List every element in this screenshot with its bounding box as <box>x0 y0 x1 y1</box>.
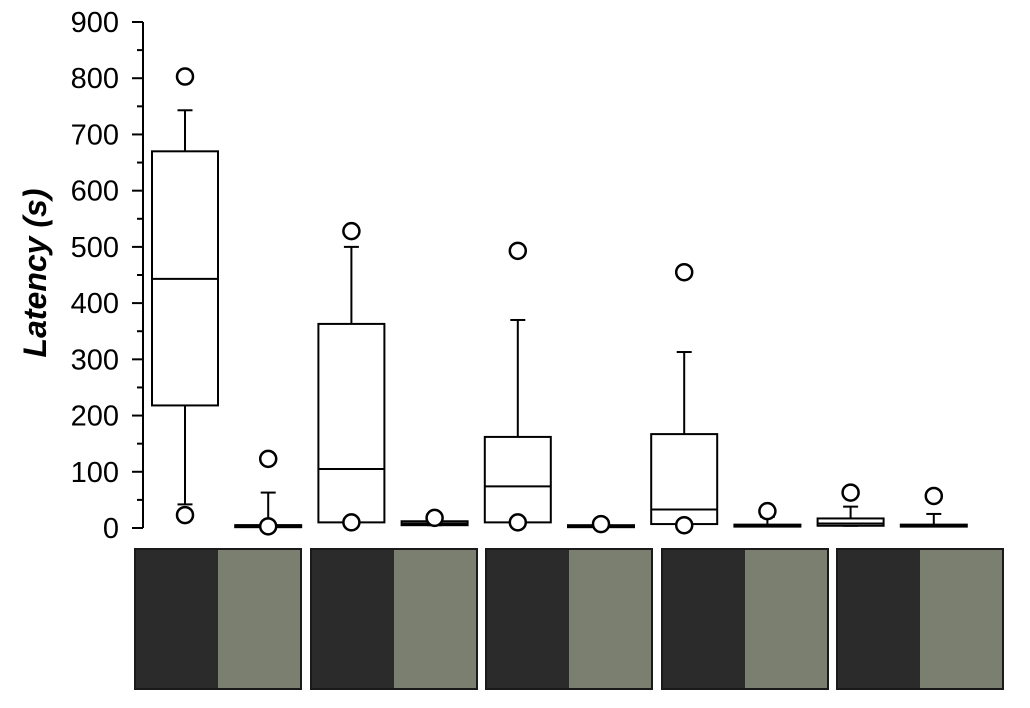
y-tick-label: 900 <box>71 7 119 39</box>
box-group <box>317 221 386 532</box>
outlier-point <box>342 513 361 532</box>
outlier-point <box>342 221 361 241</box>
box-group <box>816 483 885 527</box>
outlier-point <box>841 483 860 502</box>
outlier-point <box>258 449 278 469</box>
box-group <box>400 508 469 528</box>
female-face-photo <box>569 550 651 688</box>
male-face-photo <box>662 550 745 688</box>
male-face-photo <box>136 550 218 688</box>
box-iqr <box>816 517 885 527</box>
box-group <box>483 241 552 532</box>
female-face-photo <box>393 550 476 688</box>
female-face-photo <box>218 550 300 688</box>
y-axis-title: Latency (s) <box>17 189 53 358</box>
latency-box-plot: 0 100 200 300 400 500 600 700 800 900 Latency (s) <box>17 7 968 545</box>
y-tick-label: 0 <box>103 513 119 545</box>
face-pair-profile <box>485 548 653 690</box>
outlier-point <box>175 505 195 525</box>
outlier-point <box>258 517 278 536</box>
female-face-photo <box>744 550 827 688</box>
outlier-point <box>924 486 944 506</box>
male-face-photo <box>311 550 394 688</box>
box-group <box>733 501 802 528</box>
box-series <box>151 67 968 536</box>
box-group <box>234 449 303 536</box>
y-tick-label: 400 <box>71 288 119 320</box>
box-group <box>151 67 219 525</box>
face-pair-back-of-head <box>836 548 1004 690</box>
y-tick-label: 200 <box>71 401 119 433</box>
face-pair-averted-gaze <box>309 548 478 690</box>
female-face-photo <box>920 550 1002 688</box>
box-iqr <box>483 435 552 524</box>
outlier-point <box>508 513 528 532</box>
box-iqr <box>317 322 386 524</box>
y-tick-label: 300 <box>71 344 119 376</box>
face-pair-eyes-closed <box>660 548 829 690</box>
y-tick-label: 500 <box>71 232 119 264</box>
male-face-photo <box>487 550 569 688</box>
outlier-point <box>425 508 444 528</box>
y-tick-label: 700 <box>71 119 119 151</box>
y-tick-label: 100 <box>71 457 119 489</box>
y-tick-label: 600 <box>71 176 119 208</box>
box-iqr <box>650 433 719 526</box>
y-tick-label: 800 <box>71 63 119 95</box>
outlier-point <box>508 241 528 261</box>
box-group <box>567 514 635 534</box>
outlier-point <box>758 501 777 521</box>
y-axis: 0 100 200 300 400 500 600 700 800 900 <box>71 7 144 545</box>
outlier-point <box>175 67 195 86</box>
male-face-photo <box>838 550 920 688</box>
box-group <box>650 262 719 535</box>
face-pair-direct-gaze <box>134 548 302 690</box>
outlier-point <box>674 515 694 535</box>
outlier-point <box>591 514 611 534</box>
box-group <box>899 486 968 528</box>
outlier-point <box>674 262 694 282</box>
